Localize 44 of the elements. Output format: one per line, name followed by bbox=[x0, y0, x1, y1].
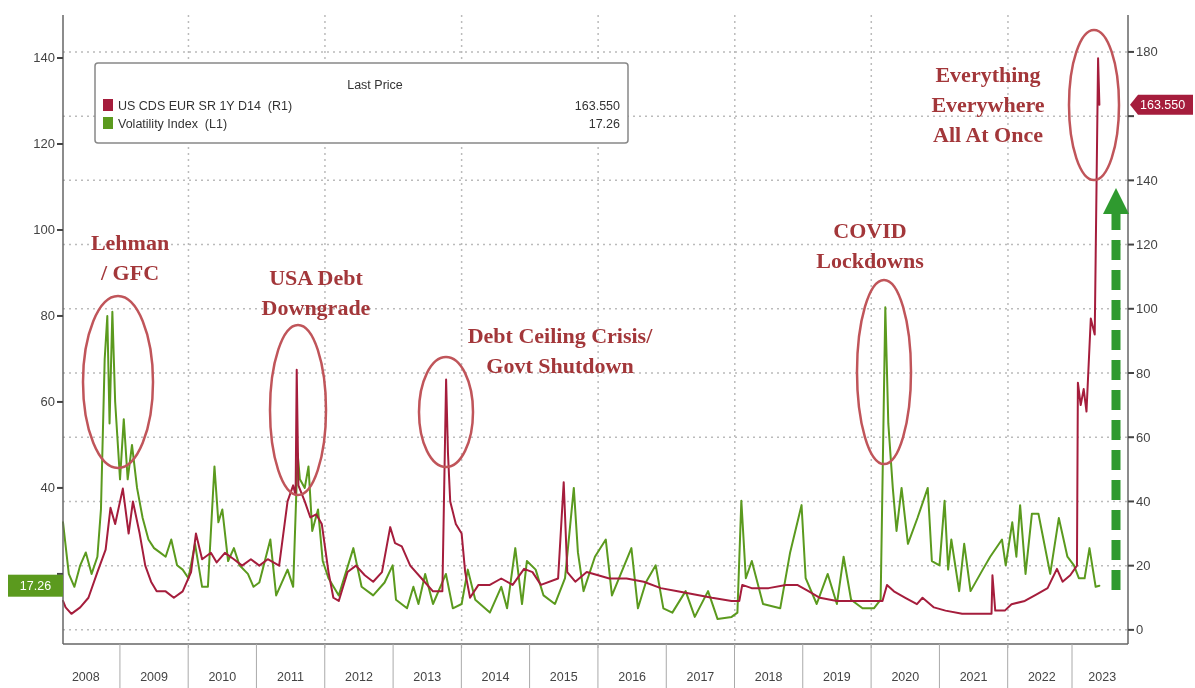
y2-tick-label: 120 bbox=[1136, 237, 1158, 253]
annotation: Debt Ceiling Crisis/ Govt Shutdown bbox=[467, 323, 654, 378]
line-series bbox=[62, 57, 1101, 615]
y-tick-label: 120 bbox=[33, 136, 55, 152]
x-tick-label: 2023 bbox=[1088, 670, 1117, 684]
y2-tick-label: 40 bbox=[1136, 493, 1151, 509]
annotation: Lehman / GFC bbox=[90, 230, 170, 285]
x-tick-label: 2021 bbox=[959, 670, 988, 684]
annotation: USA Debt Downgrade bbox=[261, 265, 371, 320]
x-tick-label: 2022 bbox=[1027, 670, 1056, 684]
x-tick-label: 2008 bbox=[71, 670, 100, 684]
legend-label: US CDS EUR SR 1Y D14 (R1) bbox=[118, 99, 293, 113]
x-tick-label: 2015 bbox=[549, 670, 578, 684]
y-tick-label: 140 bbox=[33, 50, 55, 66]
x-tick-label: 2016 bbox=[618, 670, 647, 684]
x-tick-label: 2019 bbox=[822, 670, 851, 684]
y2-tick-label: 140 bbox=[1136, 172, 1158, 188]
legend-title: Last Price bbox=[347, 78, 403, 92]
x-tick-label: 2014 bbox=[481, 670, 510, 684]
y-tick-label: 60 bbox=[40, 394, 55, 410]
y2-tick-label: 0 bbox=[1136, 622, 1144, 638]
y2-tick-label: 60 bbox=[1136, 429, 1151, 445]
x-tick-label: 2013 bbox=[413, 670, 442, 684]
annotation: 17.26 bbox=[588, 117, 621, 131]
x-tick-label: 2010 bbox=[208, 670, 237, 684]
y2-tick-label: 180 bbox=[1136, 44, 1158, 60]
y-tick-label: 100 bbox=[33, 222, 55, 238]
y2-tick-label: 100 bbox=[1136, 301, 1158, 317]
y2-tick-label: 20 bbox=[1136, 558, 1151, 574]
y2-tick-label: 80 bbox=[1136, 365, 1151, 381]
y-tick-label: 40 bbox=[40, 480, 55, 496]
text: 163.550 bbox=[1140, 98, 1186, 113]
annotation: Everything Everywhere All At Once bbox=[931, 62, 1045, 147]
x-tick-label: 2009 bbox=[140, 670, 169, 684]
y-tick-label: 80 bbox=[40, 308, 55, 324]
x-tick-label: 2011 bbox=[277, 670, 305, 684]
x-tick-label: 2012 bbox=[345, 670, 373, 684]
text: 17.26 bbox=[19, 579, 52, 594]
annotation: 163.550 bbox=[574, 99, 621, 113]
legend-label: Volatility Index (L1) bbox=[118, 117, 228, 131]
annotation: COVID Lockdowns bbox=[816, 218, 925, 273]
x-tick-label: 2018 bbox=[754, 670, 783, 684]
x-tick-label: 2020 bbox=[891, 670, 920, 684]
x-tick-label: 2017 bbox=[686, 670, 715, 684]
